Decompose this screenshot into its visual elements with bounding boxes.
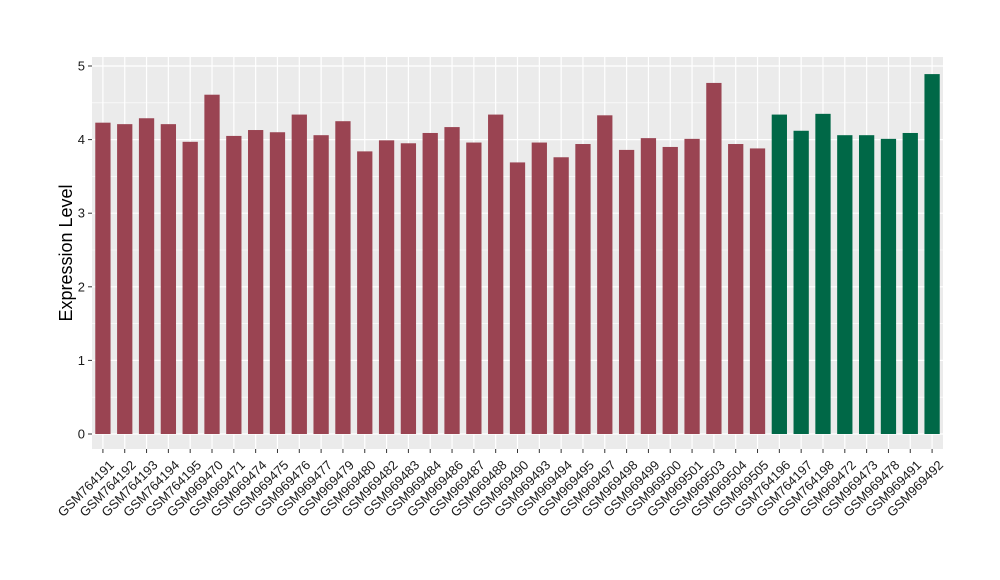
bar-GSM969484 [422, 132, 438, 434]
bar-GSM764196 [771, 114, 787, 435]
bar-GSM969486 [444, 127, 460, 434]
bar-GSM764193 [138, 118, 155, 435]
bar-GSM969497 [597, 115, 613, 434]
bar-GSM969505 [749, 148, 766, 434]
bar-GSM969471 [226, 135, 242, 435]
bar-GSM969483 [400, 143, 417, 434]
bar-GSM969477 [313, 135, 329, 434]
y-tick-label: 0 [78, 427, 85, 442]
y-tick-label: 4 [78, 132, 85, 147]
bar-GSM969473 [858, 135, 875, 434]
bar-GSM969499 [640, 138, 657, 435]
y-tick-label: 5 [78, 59, 85, 74]
y-tick-label: 1 [78, 353, 85, 368]
bar-GSM969470 [204, 94, 220, 434]
bar-GSM969504 [728, 144, 744, 435]
bar-GSM969488 [488, 114, 504, 435]
bar-GSM764195 [182, 141, 198, 435]
bars [95, 74, 940, 435]
bar-GSM969474 [248, 130, 264, 435]
x-axis: GSM764191GSM764192GSM764193GSM764194GSM7… [55, 449, 946, 520]
bar-GSM764194 [160, 124, 177, 435]
bar-GSM969500 [662, 146, 678, 434]
bar-GSM969491 [902, 132, 918, 434]
bar-GSM969492 [924, 74, 940, 434]
y-axis: 0 1 2 3 4 5 [78, 59, 92, 442]
bar-GSM969503 [706, 82, 722, 434]
bar-GSM969498 [618, 149, 635, 435]
bar-GSM764191 [95, 122, 111, 434]
y-tick-label: 2 [78, 279, 85, 294]
bar-GSM969482 [378, 140, 395, 434]
bar-GSM969476 [291, 114, 307, 435]
bar-GSM969472 [837, 135, 853, 434]
bar-GSM969479 [335, 121, 351, 434]
bar-GSM969494 [553, 157, 569, 434]
bar-GSM969480 [357, 151, 373, 434]
bar-GSM969493 [531, 142, 547, 434]
bar-GSM969475 [269, 132, 286, 435]
bar-GSM764192 [117, 124, 133, 435]
bar-GSM764197 [793, 130, 809, 434]
bar-GSM969478 [880, 138, 897, 434]
bar-GSM969487 [466, 142, 482, 434]
bar-GSM764198 [815, 113, 831, 434]
y-tick-label: 3 [78, 206, 85, 221]
bar-GSM969490 [509, 162, 526, 434]
bar-GSM969495 [575, 144, 591, 435]
bar-GSM969501 [684, 138, 700, 434]
y-axis-title: Expression Level [56, 184, 76, 321]
